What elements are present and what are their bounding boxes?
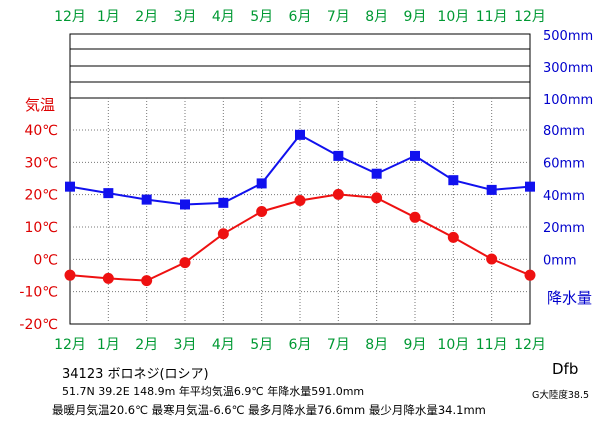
month-label-bottom: 12月 bbox=[514, 337, 546, 353]
left-tick-label: 0℃ bbox=[33, 252, 58, 268]
left-tick-label: -10℃ bbox=[19, 285, 58, 301]
month-label-bottom: 8月 bbox=[365, 337, 388, 353]
temperature-point bbox=[141, 275, 153, 287]
temperature-point bbox=[409, 211, 421, 223]
month-label-top: 8月 bbox=[365, 9, 388, 25]
month-label-top: 3月 bbox=[174, 9, 197, 25]
month-label-top: 10月 bbox=[437, 9, 469, 25]
precipitation-point bbox=[218, 197, 229, 208]
right-tick-label: 20mm bbox=[543, 221, 585, 236]
right-tick-label: 500mm bbox=[543, 29, 593, 44]
precipitation-point bbox=[180, 199, 190, 210]
temperature-point bbox=[524, 269, 536, 281]
month-label-top: 5月 bbox=[250, 9, 273, 25]
month-label-bottom: 3月 bbox=[174, 337, 197, 353]
precipitation-point bbox=[256, 178, 267, 189]
right-tick-label: 80mm bbox=[543, 124, 585, 139]
left-axis-title: 気温 bbox=[25, 96, 55, 114]
month-label-bottom: 4月 bbox=[212, 337, 235, 353]
month-label-top: 7月 bbox=[327, 9, 350, 25]
precipitation-point bbox=[371, 168, 382, 179]
temperature-point bbox=[371, 192, 383, 204]
month-label-top: 2月 bbox=[135, 9, 158, 25]
month-label-bottom: 10月 bbox=[437, 337, 469, 353]
temperature-point bbox=[102, 272, 114, 284]
right-tick-label: 300mm bbox=[543, 61, 593, 76]
left-tick-label: 30℃ bbox=[24, 155, 58, 171]
left-tick-label: 20℃ bbox=[24, 188, 58, 204]
right-tick-label: 60mm bbox=[543, 156, 585, 171]
series-line-temperature bbox=[69, 193, 531, 282]
month-label-bottom: 5月 bbox=[250, 337, 273, 353]
left-tick-label: -20℃ bbox=[19, 317, 58, 333]
month-label-bottom: 11月 bbox=[476, 337, 508, 353]
precipitation-point bbox=[486, 184, 497, 195]
precipitation-point bbox=[295, 129, 305, 140]
month-label-top: 11月 bbox=[476, 9, 508, 25]
temperature-point bbox=[256, 205, 268, 217]
precipitation-point bbox=[410, 150, 420, 161]
month-label-top: 1月 bbox=[97, 9, 120, 25]
right-tick-label: 100mm bbox=[543, 93, 593, 108]
temperature-point bbox=[332, 188, 344, 200]
right-tick-label: 40mm bbox=[543, 189, 585, 204]
precipitation-point bbox=[65, 181, 75, 192]
month-label-top: 12月 bbox=[54, 9, 86, 25]
month-label-bottom: 6月 bbox=[289, 337, 312, 353]
month-label-top: 6月 bbox=[289, 9, 312, 25]
month-label-top: 12月 bbox=[514, 9, 546, 25]
temperature-point bbox=[294, 194, 306, 206]
temperature-point bbox=[486, 253, 498, 265]
precipitation-point bbox=[333, 150, 344, 161]
temperature-point bbox=[447, 231, 459, 243]
precipitation-point bbox=[141, 194, 152, 205]
month-label-bottom: 1月 bbox=[97, 337, 120, 353]
month-label-bottom: 9月 bbox=[404, 337, 427, 353]
month-label-bottom: 7月 bbox=[327, 337, 350, 353]
right-tick-label: 0mm bbox=[543, 254, 577, 269]
precipitation-point bbox=[103, 188, 114, 199]
left-tick-label: 40℃ bbox=[24, 123, 58, 139]
month-label-top: 9月 bbox=[404, 9, 427, 25]
temperature-point bbox=[179, 257, 191, 269]
month-label-top: 4月 bbox=[212, 9, 235, 25]
precipitation-point bbox=[525, 181, 535, 192]
temperature-point bbox=[217, 228, 229, 240]
right-axis-title: 降水量 bbox=[547, 289, 592, 307]
month-label-bottom: 12月 bbox=[54, 337, 86, 353]
temperature-point bbox=[64, 269, 76, 281]
month-label-bottom: 2月 bbox=[135, 337, 158, 353]
precipitation-point bbox=[448, 175, 459, 186]
left-tick-label: 10℃ bbox=[24, 220, 58, 236]
